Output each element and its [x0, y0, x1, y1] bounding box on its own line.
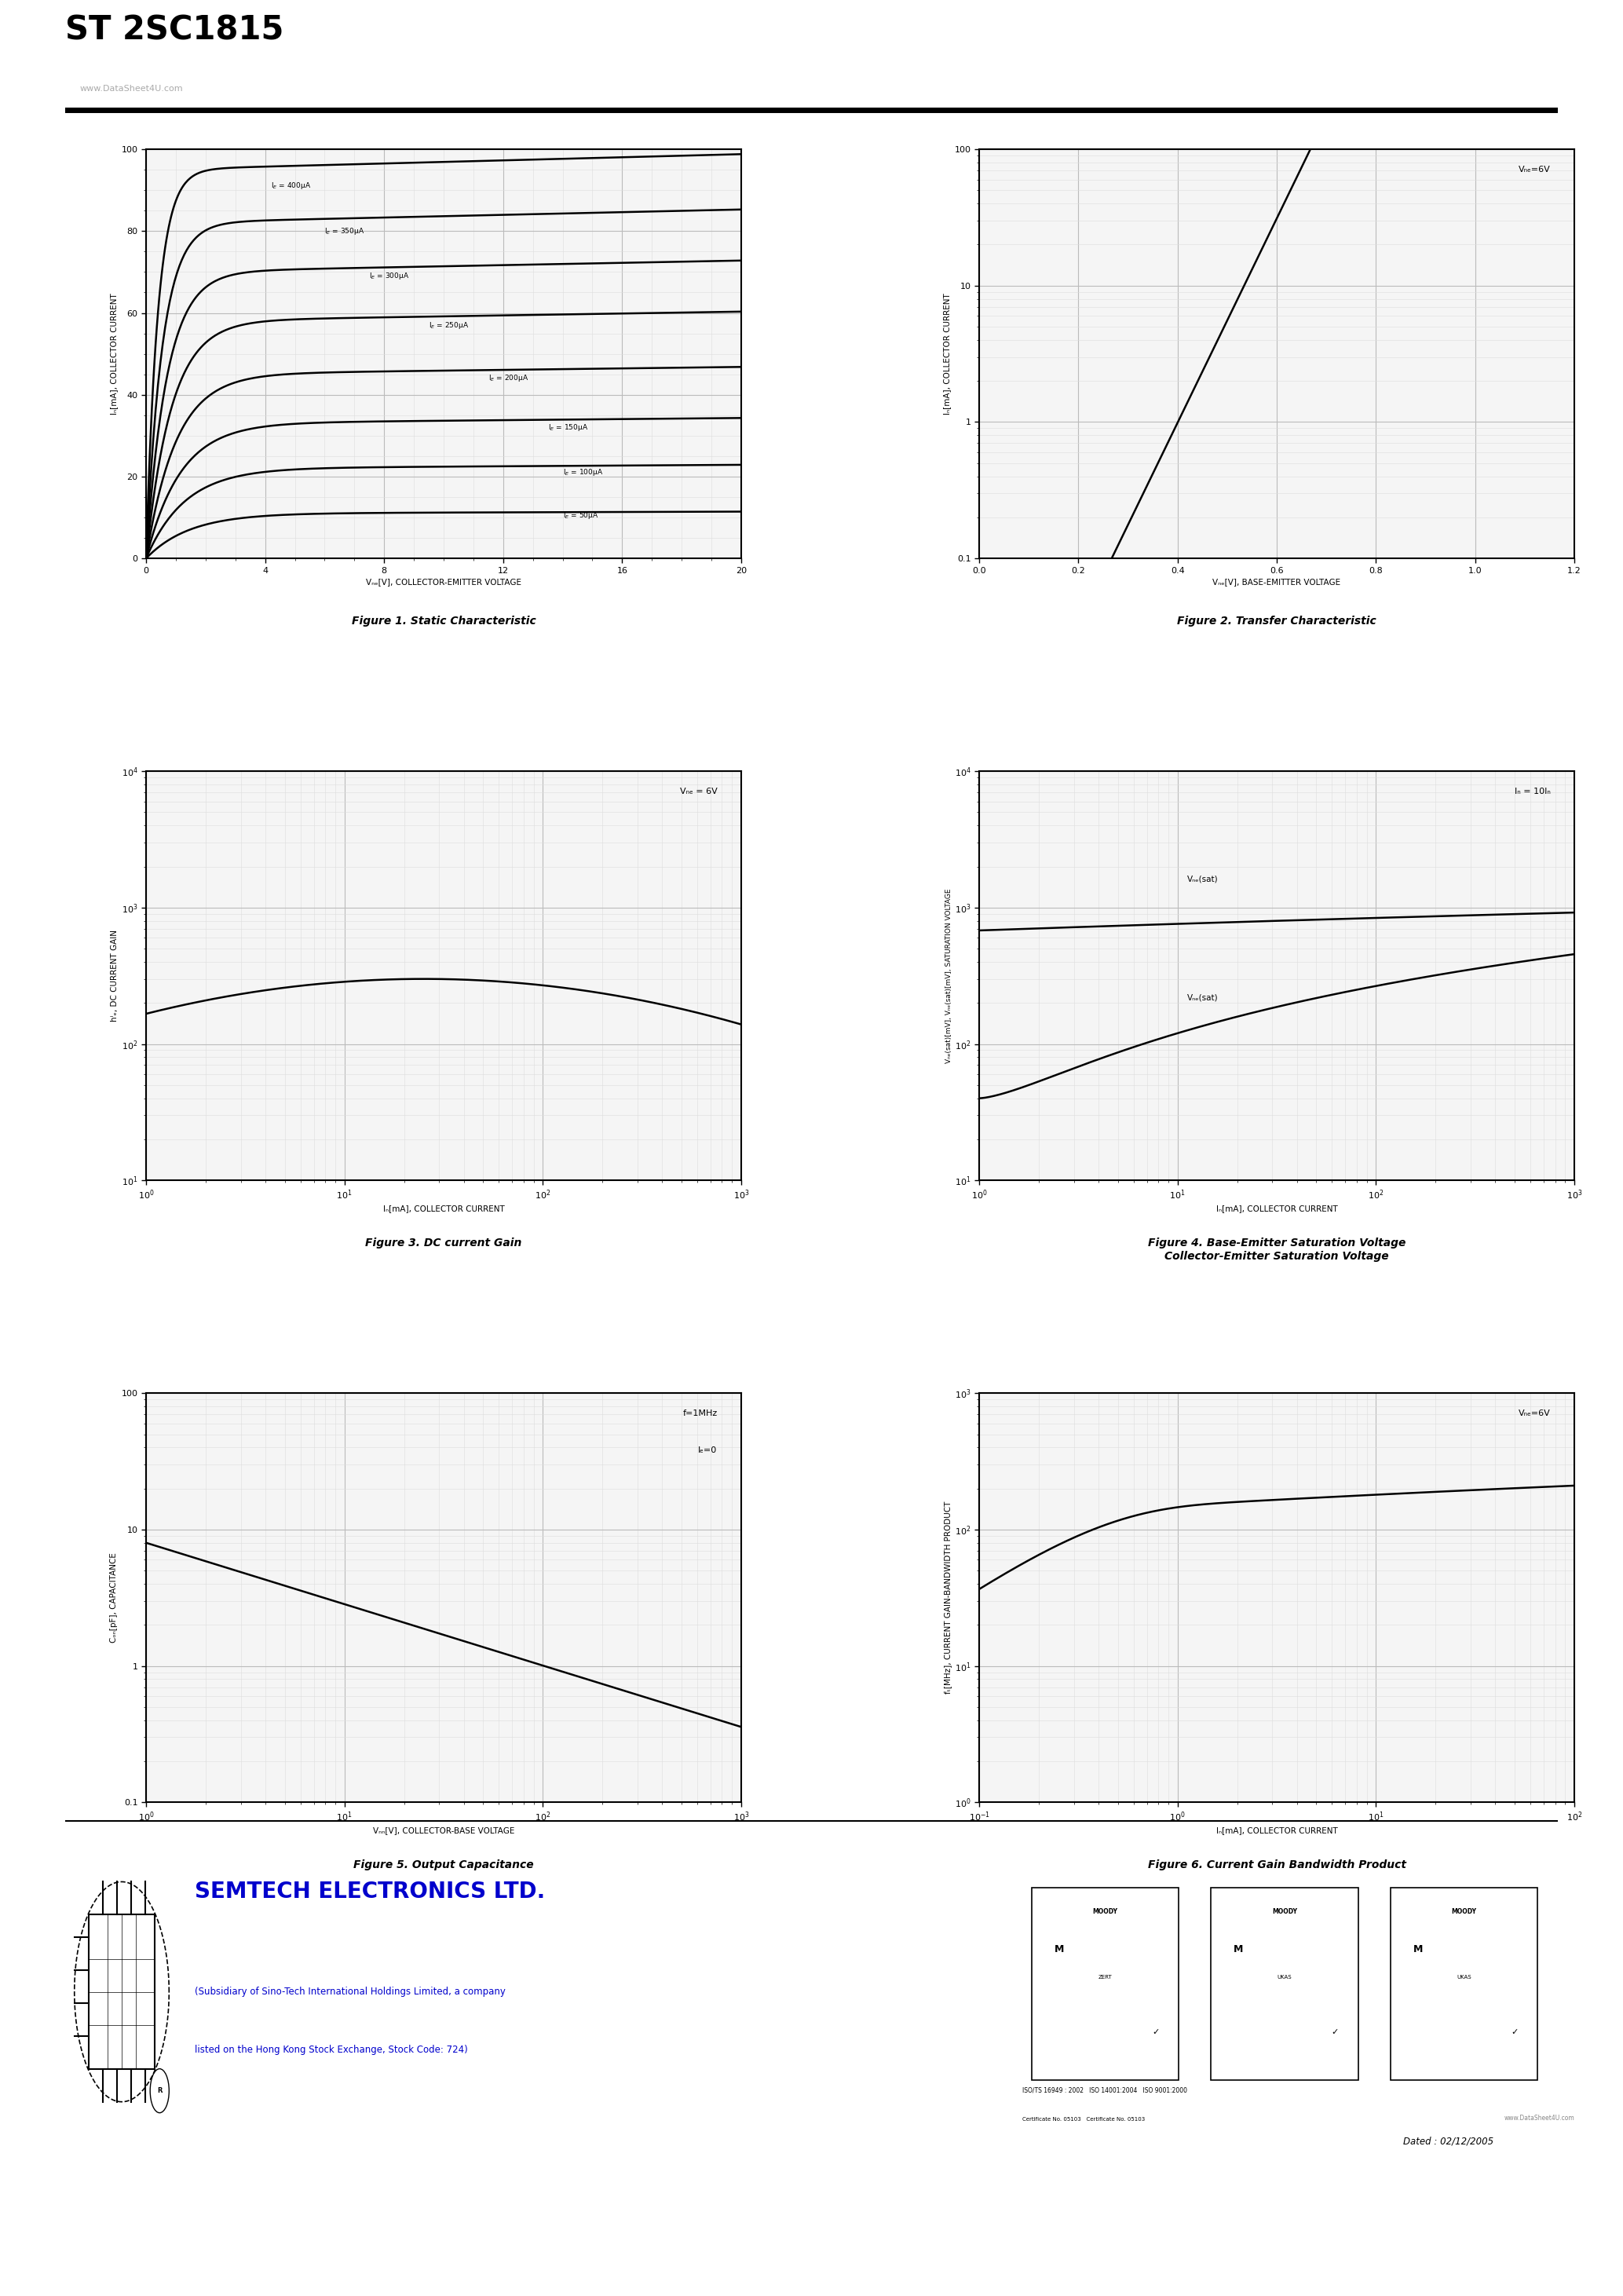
- Text: listed on the Hong Kong Stock Exchange, Stock Code: 724): listed on the Hong Kong Stock Exchange, …: [195, 2043, 467, 2055]
- Text: ZERT: ZERT: [1099, 1975, 1112, 1979]
- Text: MOODY: MOODY: [1092, 1908, 1118, 1915]
- Text: I$_E$ = 400μA: I$_E$ = 400μA: [271, 181, 312, 191]
- Text: I$_E$ = 200μA: I$_E$ = 200μA: [489, 374, 529, 383]
- Text: I$_E$ = 300μA: I$_E$ = 300μA: [370, 271, 409, 280]
- Y-axis label: Iₙ[mA], COLLECTOR CURRENT: Iₙ[mA], COLLECTOR CURRENT: [943, 294, 951, 416]
- Text: ST 2SC1815: ST 2SC1815: [65, 14, 284, 46]
- Text: R: R: [157, 2087, 162, 2094]
- Text: M: M: [1414, 1945, 1423, 1954]
- Y-axis label: hⁱₑ, DC CURRENT GAIN: hⁱₑ, DC CURRENT GAIN: [110, 930, 118, 1022]
- Text: ✓: ✓: [1331, 2027, 1339, 2037]
- Bar: [89, 1915, 154, 2069]
- Text: Dated : 02/12/2005: Dated : 02/12/2005: [1402, 2138, 1493, 2147]
- Text: I$_E$ = 50μA: I$_E$ = 50μA: [563, 510, 599, 521]
- Text: MOODY: MOODY: [1272, 1908, 1297, 1915]
- X-axis label: Vₙₑ[V], COLLECTOR-EMITTER VOLTAGE: Vₙₑ[V], COLLECTOR-EMITTER VOLTAGE: [365, 579, 521, 585]
- Text: Vₙₑ(sat): Vₙₑ(sat): [1188, 994, 1219, 1001]
- Y-axis label: Vₙₑ(sat)[mV], Vₙₑ(sat)[mV], SATURATION VOLTAGE: Vₙₑ(sat)[mV], Vₙₑ(sat)[mV], SATURATION V…: [946, 889, 953, 1063]
- Text: I$_E$ = 250μA: I$_E$ = 250μA: [428, 319, 469, 331]
- Text: Figure 1. Static Characteristic: Figure 1. Static Characteristic: [352, 615, 536, 627]
- Text: Figure 6. Current Gain Bandwidth Product: Figure 6. Current Gain Bandwidth Product: [1147, 1860, 1406, 1871]
- Text: M: M: [1055, 1945, 1065, 1954]
- Y-axis label: Iₙ[mA], COLLECTOR CURRENT: Iₙ[mA], COLLECTOR CURRENT: [110, 294, 118, 416]
- Y-axis label: fₜ[MHz], CURRENT GAIN-BANDWIDTH PRODUCT: fₜ[MHz], CURRENT GAIN-BANDWIDTH PRODUCT: [943, 1502, 951, 1694]
- X-axis label: Vₙₙ[V], COLLECTOR-BASE VOLTAGE: Vₙₙ[V], COLLECTOR-BASE VOLTAGE: [373, 1828, 514, 1835]
- Text: ✓: ✓: [1152, 2027, 1159, 2037]
- Text: M: M: [1233, 1945, 1243, 1954]
- Text: ISO/TS 16949 : 2002   ISO 14001:2004   ISO 9001:2000: ISO/TS 16949 : 2002 ISO 14001:2004 ISO 9…: [1022, 2087, 1188, 2094]
- Text: UKAS: UKAS: [1277, 1975, 1292, 1979]
- X-axis label: Iₙ[mA], COLLECTOR CURRENT: Iₙ[mA], COLLECTOR CURRENT: [1216, 1828, 1337, 1835]
- Text: Vₙₑ(sat): Vₙₑ(sat): [1188, 875, 1219, 884]
- Text: www.DataSheet4U.com: www.DataSheet4U.com: [1505, 2115, 1574, 2122]
- Bar: [1032, 1887, 1178, 2080]
- Text: Figure 3. DC current Gain: Figure 3. DC current Gain: [365, 1238, 523, 1249]
- Text: I$_E$ = 100μA: I$_E$ = 100μA: [563, 468, 602, 478]
- Text: Certificate No. 05103   Certificate No. 05103: Certificate No. 05103 Certificate No. 05…: [1022, 2117, 1146, 2122]
- Text: www.DataSheet4U.com: www.DataSheet4U.com: [80, 85, 183, 92]
- Y-axis label: Cₒₙ[pF], CAPACITANCE: Cₒₙ[pF], CAPACITANCE: [110, 1552, 118, 1644]
- Text: Figure 2. Transfer Characteristic: Figure 2. Transfer Characteristic: [1177, 615, 1376, 627]
- X-axis label: Vₙₑ[V], BASE-EMITTER VOLTAGE: Vₙₑ[V], BASE-EMITTER VOLTAGE: [1212, 579, 1341, 585]
- Bar: [1211, 1887, 1358, 2080]
- Text: Figure 5. Output Capacitance: Figure 5. Output Capacitance: [354, 1860, 534, 1871]
- Bar: [1391, 1887, 1537, 2080]
- Text: (Subsidiary of Sino-Tech International Holdings Limited, a company: (Subsidiary of Sino-Tech International H…: [195, 1986, 506, 1998]
- Text: Vₙₑ=6V: Vₙₑ=6V: [1519, 165, 1550, 174]
- Text: UKAS: UKAS: [1456, 1975, 1472, 1979]
- Text: Iₙ = 10Iₙ: Iₙ = 10Iₙ: [1514, 788, 1550, 794]
- Text: f=1MHz: f=1MHz: [683, 1410, 717, 1417]
- Text: Iₑ=0: Iₑ=0: [698, 1446, 717, 1453]
- Text: Vₙₑ = 6V: Vₙₑ = 6V: [680, 788, 717, 794]
- Text: I$_E$ = 150μA: I$_E$ = 150μA: [549, 422, 588, 432]
- Text: SEMTECH ELECTRONICS LTD.: SEMTECH ELECTRONICS LTD.: [195, 1880, 545, 1903]
- X-axis label: Iₙ[mA], COLLECTOR CURRENT: Iₙ[mA], COLLECTOR CURRENT: [1216, 1205, 1337, 1212]
- Text: MOODY: MOODY: [1451, 1908, 1477, 1915]
- Text: Vₙₑ=6V: Vₙₑ=6V: [1519, 1410, 1550, 1417]
- X-axis label: Iₙ[mA], COLLECTOR CURRENT: Iₙ[mA], COLLECTOR CURRENT: [383, 1205, 505, 1212]
- Text: Figure 4. Base-Emitter Saturation Voltage
Collector-Emitter Saturation Voltage: Figure 4. Base-Emitter Saturation Voltag…: [1147, 1238, 1406, 1261]
- Text: ✓: ✓: [1511, 2027, 1518, 2037]
- Text: I$_E$ = 350μA: I$_E$ = 350μA: [325, 225, 365, 236]
